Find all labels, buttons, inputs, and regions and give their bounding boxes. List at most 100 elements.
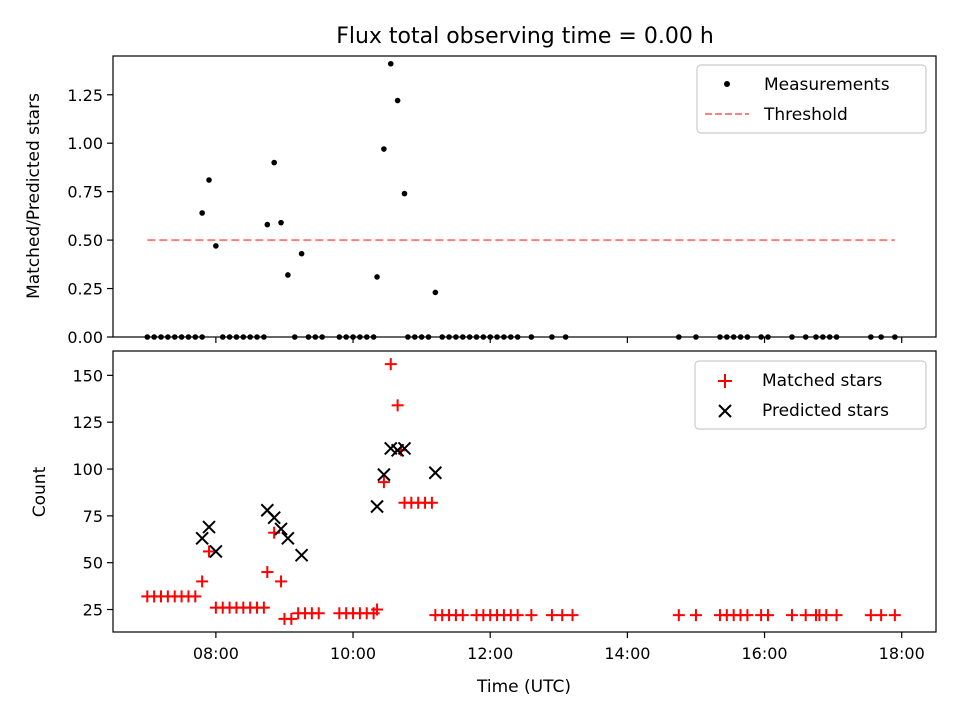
measurements-point <box>549 334 555 340</box>
matched-stars-point <box>203 545 216 558</box>
top-y-tick-label: 0.75 <box>67 183 103 202</box>
predicted-stars-point <box>377 467 391 482</box>
matched-stars-point <box>545 609 558 622</box>
matched-stars-point <box>189 590 202 603</box>
measurements-point <box>868 334 874 340</box>
measurements-point <box>350 334 356 340</box>
x-tick-label: 10:00 <box>330 644 376 663</box>
predicted-stars-point <box>428 466 443 480</box>
measurements-point <box>765 334 771 340</box>
predicted-stars-point <box>202 520 216 534</box>
predicted-stars-point <box>294 548 309 562</box>
measurements-point <box>820 334 826 340</box>
matched-stars-point <box>196 575 209 588</box>
measurements-point <box>206 177 212 183</box>
measurements-point <box>514 334 521 340</box>
top-legend: Measurements Threshold <box>696 64 927 134</box>
measurements-point <box>501 334 507 340</box>
predicted-stars-point <box>267 511 281 525</box>
measurements-point <box>466 334 473 340</box>
x-axis-label: Time (UTC) <box>476 677 571 697</box>
matched-stars-point <box>556 609 569 622</box>
measurements-point <box>789 334 795 340</box>
measurements-point <box>737 334 744 340</box>
measurements-point <box>802 334 809 340</box>
matched-stars-point <box>257 601 270 614</box>
legend-measurements-marker <box>724 81 730 87</box>
top-y-tick-label: 1.25 <box>67 86 103 105</box>
measurements-point <box>432 289 439 296</box>
measurements-point <box>528 334 535 340</box>
measurements-point <box>171 334 178 340</box>
matched-stars-point <box>384 358 397 371</box>
top-plot-frame <box>112 55 937 338</box>
top-y-tick-label: 0.50 <box>67 231 103 250</box>
bottom-y-axis-label: Count <box>30 466 50 517</box>
measurements-point <box>144 334 151 340</box>
matched-stars-point <box>689 609 702 622</box>
measurements-point <box>473 334 480 340</box>
matched-stars-point <box>391 399 404 412</box>
measurements-point <box>343 334 349 340</box>
measurements-point <box>487 334 494 340</box>
measurements-point <box>507 334 514 340</box>
x-tick-label: 18:00 <box>879 644 925 663</box>
bottom-plot-marks <box>141 358 901 625</box>
matched-stars-point <box>261 566 274 579</box>
measurements-point <box>453 334 459 340</box>
matched-stars-point <box>875 609 888 622</box>
predicted-stars-point <box>281 531 295 546</box>
x-tick-label: 08:00 <box>193 644 239 663</box>
measurements-point <box>394 97 401 104</box>
measurements-point <box>892 334 898 340</box>
measurements-point <box>285 272 291 278</box>
measurements-point <box>562 334 569 340</box>
bottom-y-tick-label: 125 <box>72 413 103 432</box>
measurements-point <box>381 146 387 152</box>
legend-matched-label: Matched stars <box>762 371 882 391</box>
matched-stars-point <box>312 607 325 620</box>
measurements-point <box>158 334 164 340</box>
measurements-point <box>151 334 157 340</box>
measurements-point <box>199 334 205 340</box>
bottom-y-tick-label: 50 <box>83 554 103 573</box>
predicted-stars-point <box>397 441 412 456</box>
predicted-stars-point <box>195 531 209 546</box>
measurements-point <box>226 334 233 340</box>
measurements-point <box>305 334 312 340</box>
matched-stars-point <box>275 575 288 588</box>
matched-stars-point <box>672 609 685 622</box>
measurements-point <box>813 334 819 340</box>
measurements-point <box>357 334 363 340</box>
matched-stars-point <box>456 609 469 622</box>
measurements-point <box>165 334 171 340</box>
measurements-point <box>261 334 267 340</box>
measurements-point <box>744 334 751 340</box>
bottom-y-tick-label: 25 <box>83 601 103 620</box>
top-legend-box <box>696 64 927 134</box>
x-tick-label: 16:00 <box>741 644 787 663</box>
measurements-point <box>411 334 418 340</box>
measurements-point <box>363 334 370 340</box>
bottom-legend-box <box>694 360 927 430</box>
top-panel: 0.00 0.25 0.50 0.75 1.00 1.25 Matched/Predict… <box>24 55 937 347</box>
top-x-ticks <box>215 337 903 343</box>
bottom-y-tick-label: 75 <box>83 507 103 526</box>
measurements-point <box>724 334 730 340</box>
legend-predicted-marker <box>718 404 732 418</box>
measurements-point <box>298 250 305 257</box>
measurements-point <box>312 334 319 340</box>
bottom-y-tick-label: 100 <box>72 460 103 479</box>
measurements-point <box>199 210 205 216</box>
bottom-plot-frame <box>112 350 937 633</box>
matched-stars-point <box>830 609 843 622</box>
measurements-point <box>676 334 682 340</box>
measurements-point <box>730 334 737 340</box>
top-y-axis-label: Matched/Predicted stars <box>24 93 44 299</box>
measurements-point <box>185 334 192 340</box>
measurements-point <box>213 243 219 249</box>
measurements-point <box>319 334 325 340</box>
matched-stars-point <box>864 609 877 622</box>
x-tick-label: 12:00 <box>467 644 513 663</box>
